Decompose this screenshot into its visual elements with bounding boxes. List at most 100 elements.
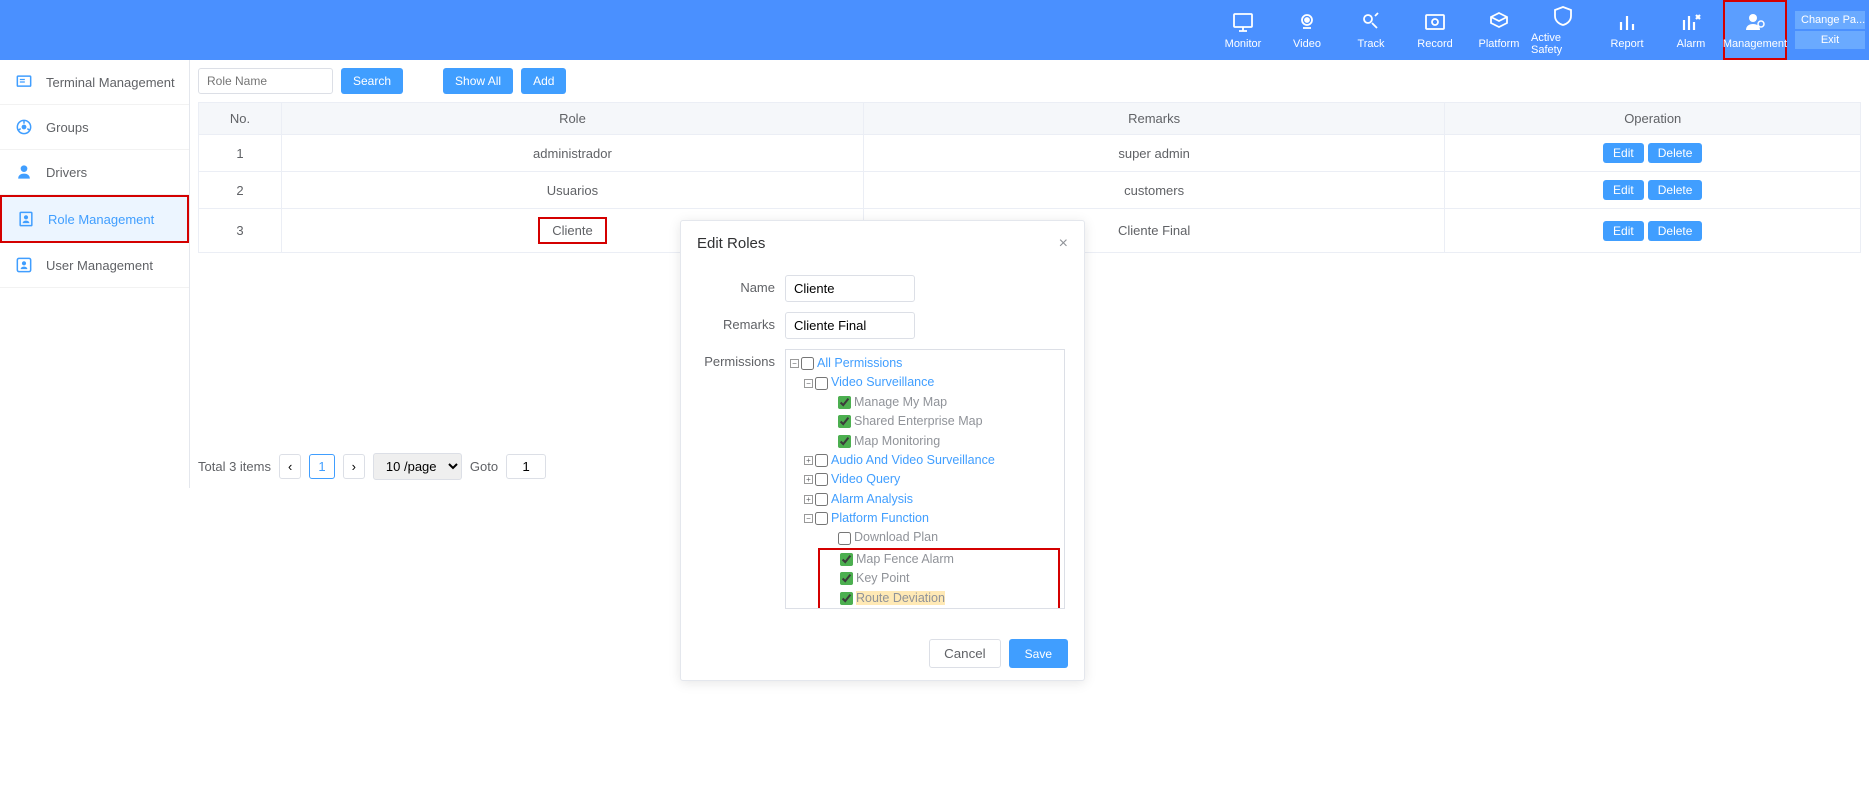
prev-page-button[interactable]: ‹ bbox=[279, 454, 301, 479]
perm-checkbox[interactable] bbox=[838, 532, 851, 545]
role-name-input[interactable] bbox=[198, 68, 333, 94]
perm-video-surv[interactable]: Video Surveillance bbox=[831, 375, 934, 389]
next-page-button[interactable]: › bbox=[343, 454, 365, 479]
perm-checkbox[interactable] bbox=[838, 435, 851, 448]
content: Search Show All Add No. Role Remarks Ope… bbox=[190, 60, 1869, 488]
page-1-button[interactable]: 1 bbox=[309, 454, 334, 479]
nav-label: Track bbox=[1357, 38, 1384, 50]
save-button[interactable]: Save bbox=[1009, 639, 1068, 668]
cell-no: 1 bbox=[199, 135, 282, 172]
nav-label: Monitor bbox=[1225, 38, 1262, 50]
perm-checkbox[interactable] bbox=[840, 572, 853, 585]
nav-platform[interactable]: Platform bbox=[1467, 0, 1531, 60]
perm-checkbox[interactable] bbox=[815, 473, 828, 486]
sidebar-label: User Management bbox=[46, 258, 153, 273]
th-remarks: Remarks bbox=[863, 103, 1445, 135]
search-button[interactable]: Search bbox=[341, 68, 403, 94]
perm-route-dev[interactable]: Route Deviation bbox=[856, 591, 945, 605]
remarks-input[interactable] bbox=[785, 312, 915, 339]
delete-button[interactable]: Delete bbox=[1648, 143, 1703, 163]
cell-no: 2 bbox=[199, 172, 282, 209]
cell-no: 3 bbox=[199, 209, 282, 253]
perm-checkbox[interactable] bbox=[815, 512, 828, 525]
permissions-label: Permissions bbox=[697, 349, 785, 369]
perm-checkbox[interactable] bbox=[801, 357, 814, 370]
change-password-button[interactable]: Change Pa... bbox=[1795, 11, 1865, 29]
nav-label: Active Safety bbox=[1531, 32, 1595, 56]
edit-button[interactable]: Edit bbox=[1603, 180, 1644, 200]
nav-monitor[interactable]: Monitor bbox=[1211, 0, 1275, 60]
cancel-button[interactable]: Cancel bbox=[929, 639, 1001, 668]
perm-checkbox[interactable] bbox=[838, 396, 851, 409]
nav-label: Report bbox=[1610, 38, 1643, 50]
add-button[interactable]: Add bbox=[521, 68, 566, 94]
tree-toggle-icon[interactable]: + bbox=[804, 475, 813, 484]
tree-toggle-icon[interactable]: + bbox=[804, 456, 813, 465]
nav-management[interactable]: Management bbox=[1723, 0, 1787, 60]
edit-button[interactable]: Edit bbox=[1603, 221, 1644, 241]
nav-track[interactable]: Track bbox=[1339, 0, 1403, 60]
perm-checkbox[interactable] bbox=[840, 592, 853, 605]
total-label: Total 3 items bbox=[198, 459, 271, 474]
goto-label: Goto bbox=[470, 459, 498, 474]
nav-label: Alarm bbox=[1677, 38, 1706, 50]
perm-manage-map[interactable]: Manage My Map bbox=[854, 395, 947, 409]
nav-record[interactable]: Record bbox=[1403, 0, 1467, 60]
perm-shared-map[interactable]: Shared Enterprise Map bbox=[854, 414, 983, 428]
th-operation: Operation bbox=[1445, 103, 1861, 135]
edit-button[interactable]: Edit bbox=[1603, 143, 1644, 163]
per-page-select[interactable]: 10 /page bbox=[373, 453, 462, 480]
nav-label: Record bbox=[1417, 38, 1452, 50]
sidebar-terminal-mgmt[interactable]: Terminal Management bbox=[0, 60, 189, 105]
permissions-tree[interactable]: −All Permissions −Video Surveillance Man… bbox=[785, 349, 1065, 609]
name-input[interactable] bbox=[785, 275, 915, 302]
nav-alarm[interactable]: Alarm bbox=[1659, 0, 1723, 60]
edit-roles-modal: Edit Roles × Name Remarks Permissions −A… bbox=[680, 220, 1085, 681]
perm-map-fence[interactable]: Map Fence Alarm bbox=[856, 552, 954, 566]
perm-checkbox[interactable] bbox=[815, 454, 828, 467]
table-row: 2 Usuarios customers Edit Delete bbox=[199, 172, 1861, 209]
sidebar-role-mgmt[interactable]: Role Management bbox=[0, 195, 189, 243]
delete-button[interactable]: Delete bbox=[1648, 180, 1703, 200]
top-nav: Monitor Video Track Record Platform Acti… bbox=[0, 0, 1869, 60]
perm-video-query[interactable]: Video Query bbox=[831, 472, 900, 486]
tree-toggle-icon[interactable]: − bbox=[790, 359, 799, 368]
tree-toggle-icon[interactable]: − bbox=[804, 379, 813, 388]
th-no: No. bbox=[199, 103, 282, 135]
nav-video[interactable]: Video bbox=[1275, 0, 1339, 60]
nav-label: Management bbox=[1723, 38, 1787, 50]
goto-input[interactable] bbox=[506, 454, 546, 479]
perm-download-plan[interactable]: Download Plan bbox=[854, 530, 938, 544]
sidebar-label: Drivers bbox=[46, 165, 87, 180]
sidebar-groups[interactable]: Groups bbox=[0, 105, 189, 150]
modal-title: Edit Roles bbox=[697, 235, 765, 253]
perm-platform-fn[interactable]: Platform Function bbox=[831, 511, 929, 525]
perm-all[interactable]: All Permissions bbox=[817, 356, 902, 370]
table-row: 1 administrador super admin Edit Delete bbox=[199, 135, 1861, 172]
sidebar-drivers[interactable]: Drivers bbox=[0, 150, 189, 195]
cell-role: administrador bbox=[282, 135, 864, 172]
perm-map-mon[interactable]: Map Monitoring bbox=[854, 434, 940, 448]
sidebar-user-mgmt[interactable]: User Management bbox=[0, 243, 189, 288]
close-icon[interactable]: × bbox=[1059, 235, 1068, 253]
perm-checkbox[interactable] bbox=[815, 493, 828, 506]
perm-av-surv[interactable]: Audio And Video Surveillance bbox=[831, 453, 995, 467]
tree-toggle-icon[interactable]: − bbox=[804, 514, 813, 523]
perm-checkbox[interactable] bbox=[815, 377, 828, 390]
perm-alarm-analysis[interactable]: Alarm Analysis bbox=[831, 492, 913, 506]
perm-checkbox[interactable] bbox=[840, 553, 853, 566]
exit-button[interactable]: Exit bbox=[1795, 31, 1865, 49]
sidebar-label: Role Management bbox=[48, 212, 154, 227]
nav-report[interactable]: Report bbox=[1595, 0, 1659, 60]
nav-label: Platform bbox=[1479, 38, 1520, 50]
tree-toggle-icon[interactable]: + bbox=[804, 495, 813, 504]
perm-key-point[interactable]: Key Point bbox=[856, 571, 910, 585]
show-all-button[interactable]: Show All bbox=[443, 68, 513, 94]
perm-checkbox[interactable] bbox=[838, 415, 851, 428]
sidebar: Terminal Management Groups Drivers Role … bbox=[0, 60, 190, 488]
cell-remarks: super admin bbox=[863, 135, 1445, 172]
remarks-label: Remarks bbox=[697, 312, 785, 332]
sidebar-label: Groups bbox=[46, 120, 89, 135]
delete-button[interactable]: Delete bbox=[1648, 221, 1703, 241]
nav-active-safety[interactable]: Active Safety bbox=[1531, 0, 1595, 60]
